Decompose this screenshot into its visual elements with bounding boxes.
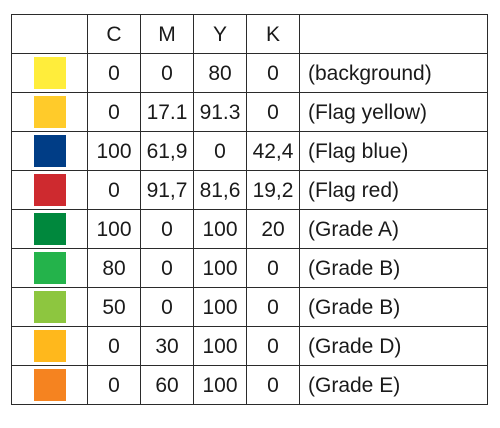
header-m: M [140, 14, 194, 54]
value-m: 61,9 [140, 131, 194, 171]
value-k: 0 [246, 248, 300, 288]
table-row: 50 0 100 0 (Grade B) [11, 287, 488, 327]
color-swatch [33, 291, 66, 323]
value-k: 42,4 [246, 131, 300, 171]
color-swatch [33, 57, 66, 89]
header-c: C [87, 14, 141, 54]
color-swatch [33, 174, 66, 206]
cmyk-color-table: C M Y K 0 0 80 0 (background) 0 17.1 91.3 0 (Flag… [11, 14, 488, 405]
color-label: (Grade B) [299, 287, 488, 327]
table-row: 0 60 100 0 (Grade E) [11, 365, 488, 405]
value-c: 0 [87, 365, 141, 405]
value-y: 100 [193, 326, 247, 366]
value-y: 81,6 [193, 170, 247, 210]
color-label: (Grade A) [299, 209, 488, 249]
value-k: 19,2 [246, 170, 300, 210]
table-row: 100 61,9 0 42,4 (Flag blue) [11, 131, 488, 171]
swatch-cell [11, 248, 88, 288]
value-m: 17.1 [140, 92, 194, 132]
swatch-cell [11, 53, 88, 93]
value-c: 0 [87, 92, 141, 132]
value-y: 100 [193, 365, 247, 405]
value-m: 0 [140, 53, 194, 93]
color-label: (Grade B) [299, 248, 488, 288]
header-label-cell [299, 14, 488, 54]
value-k: 0 [246, 92, 300, 132]
value-y: 100 [193, 287, 247, 327]
value-y: 91.3 [193, 92, 247, 132]
value-c: 100 [87, 131, 141, 171]
value-k: 20 [246, 209, 300, 249]
value-m: 0 [140, 287, 194, 327]
color-label: (background) [299, 53, 488, 93]
swatch-cell [11, 170, 88, 210]
table-row: 0 30 100 0 (Grade D) [11, 326, 488, 366]
value-m: 30 [140, 326, 194, 366]
color-label: (Grade E) [299, 365, 488, 405]
value-c: 50 [87, 287, 141, 327]
value-k: 0 [246, 326, 300, 366]
value-y: 100 [193, 248, 247, 288]
swatch-cell [11, 131, 88, 171]
table-row: 0 17.1 91.3 0 (Flag yellow) [11, 92, 488, 132]
header-y: Y [193, 14, 247, 54]
value-m: 91,7 [140, 170, 194, 210]
table-row: 0 91,7 81,6 19,2 (Flag red) [11, 170, 488, 210]
color-swatch [33, 135, 66, 167]
color-label: (Flag red) [299, 170, 488, 210]
value-c: 0 [87, 53, 141, 93]
value-m: 0 [140, 248, 194, 288]
swatch-cell [11, 287, 88, 327]
value-k: 0 [246, 53, 300, 93]
header-row: C M Y K [11, 14, 488, 54]
value-c: 0 [87, 170, 141, 210]
header-swatch-cell [11, 14, 88, 54]
swatch-cell [11, 365, 88, 405]
color-swatch [33, 252, 66, 284]
value-y: 80 [193, 53, 247, 93]
color-swatch [33, 330, 66, 362]
color-swatch [33, 96, 66, 128]
value-k: 0 [246, 287, 300, 327]
swatch-cell [11, 92, 88, 132]
color-swatch [33, 213, 66, 245]
header-k: K [246, 14, 300, 54]
table-row: 100 0 100 20 (Grade A) [11, 209, 488, 249]
table-row: 0 0 80 0 (background) [11, 53, 488, 93]
value-m: 0 [140, 209, 194, 249]
color-label: (Grade D) [299, 326, 488, 366]
value-c: 100 [87, 209, 141, 249]
color-label: (Flag yellow) [299, 92, 488, 132]
color-swatch [33, 369, 66, 401]
color-label: (Flag blue) [299, 131, 488, 171]
swatch-cell [11, 209, 88, 249]
table-row: 80 0 100 0 (Grade B) [11, 248, 488, 288]
value-y: 0 [193, 131, 247, 171]
value-c: 80 [87, 248, 141, 288]
value-y: 100 [193, 209, 247, 249]
swatch-cell [11, 326, 88, 366]
value-c: 0 [87, 326, 141, 366]
value-k: 0 [246, 365, 300, 405]
value-m: 60 [140, 365, 194, 405]
